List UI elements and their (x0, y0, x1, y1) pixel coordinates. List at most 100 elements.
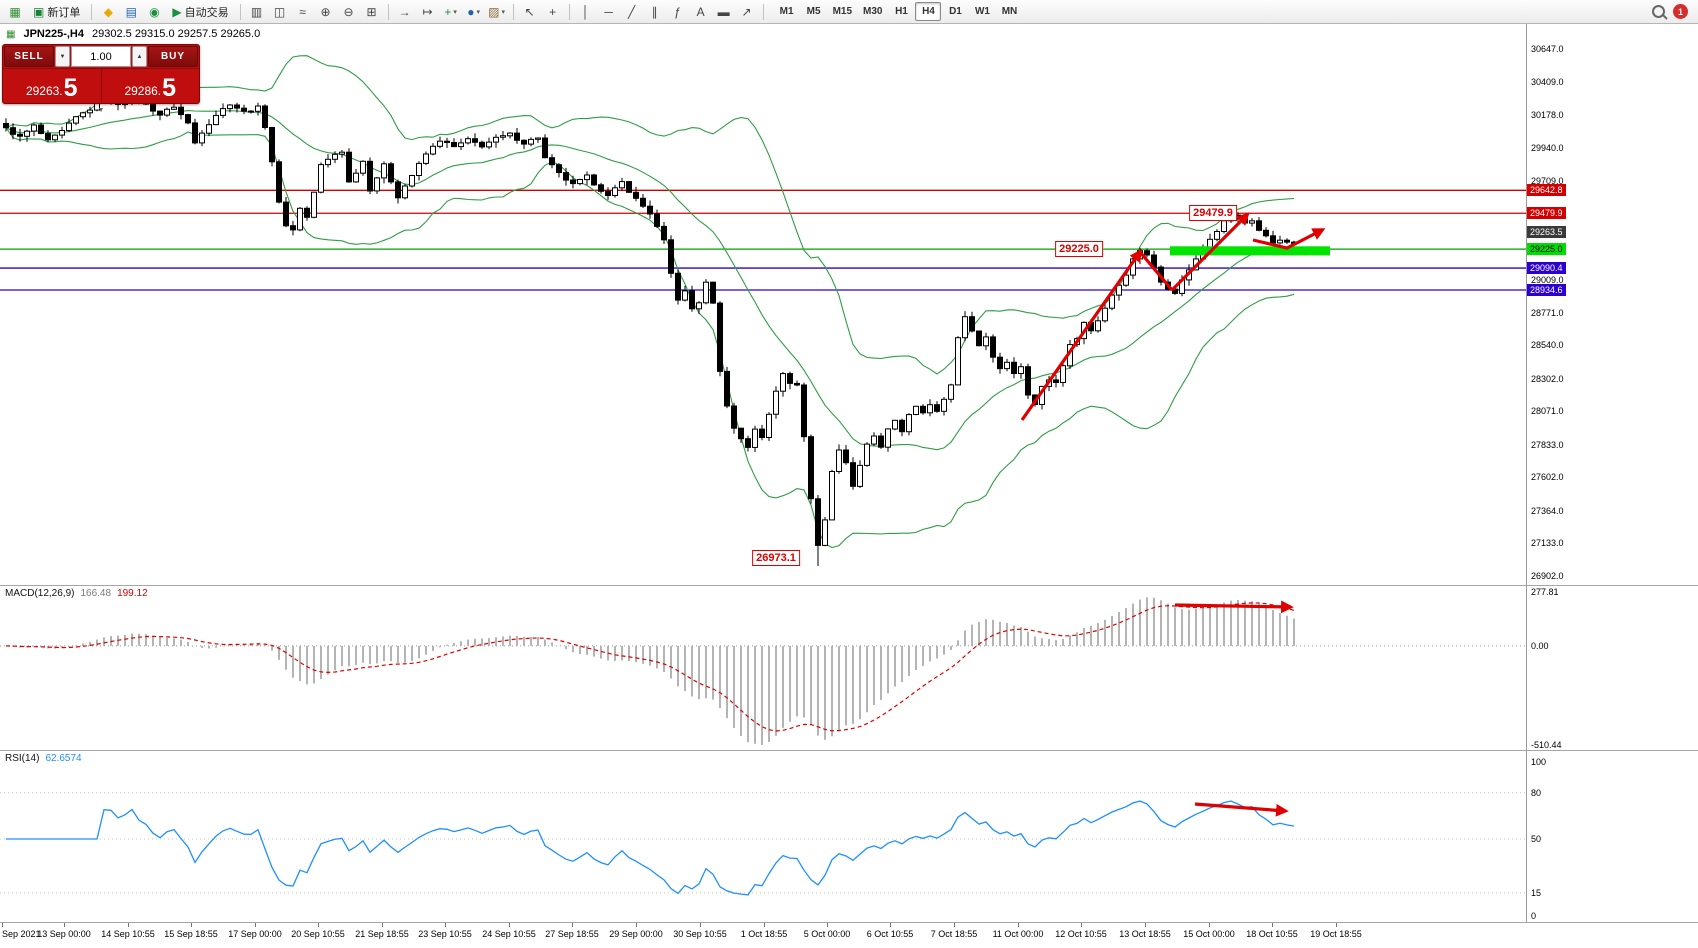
sell-price-main: 29263. (25, 84, 63, 98)
time-axis-tick (509, 923, 510, 927)
tile-windows-icon[interactable]: ⊞ (361, 2, 383, 22)
time-axis-label: 27 Sep 18:55 (545, 929, 599, 939)
arrows-icon[interactable]: ↗ (736, 2, 758, 22)
search-icon[interactable] (1652, 5, 1665, 18)
crosshair-icon[interactable]: + (542, 2, 564, 22)
time-axis-label: 1 Oct 18:55 (740, 929, 788, 939)
panel-collapse-arrow[interactable]: ▼ (97, 107, 105, 114)
bollinger-bands (5, 55, 1295, 549)
candlestick-chart-icon[interactable]: ◫ (269, 2, 291, 22)
candles (3, 76, 1297, 566)
timeframe-m1[interactable]: M1 (779, 6, 794, 17)
volume-decrease-button[interactable]: ▼ (55, 46, 70, 67)
toolbar-right: 1 (1652, 4, 1694, 19)
trend-arrow (1170, 212, 1250, 292)
indicators-menu-glyph: + (444, 4, 452, 19)
rsi-name: RSI(14) (5, 753, 40, 764)
sell-button[interactable]: SELL (4, 46, 54, 67)
templates-menu[interactable]: ▨ ▾ (486, 2, 508, 22)
buy-price-main: 29286. (124, 84, 162, 98)
time-axis-label: 15 Oct 00:00 (1183, 929, 1235, 939)
toolbar-items: ▦ ▣ 新订单 ◆ ▤ ◉ ▶ 自动交易 ▥ ◫ ≈ ⊕ ⊖ ⊞ → ↦ + ▾ ● ▾ ▨ ▾ ↖ + │ ─ ╱ ∥ ƒ A ▬ ↗ (4, 2, 768, 22)
auto-trading-button-label: 自动交易 (184, 6, 229, 19)
vertical-line-icon[interactable]: │ (575, 2, 597, 22)
time-axis-tick (764, 923, 765, 927)
data-window-icon-glyph: ▤ (125, 4, 138, 19)
toolbar-separator (239, 3, 241, 20)
timeframe-h4[interactable]: H4 (915, 2, 942, 21)
auto-trading-button[interactable]: ▶ 自动交易 (166, 2, 234, 22)
time-axis-label: 13 Sep 00:00 (37, 929, 91, 939)
toolbar-separator (568, 3, 570, 20)
text-icon-glyph: A (696, 4, 705, 19)
chart-window-icon[interactable]: ▦ (4, 2, 26, 22)
time-axis[interactable]: Sep 2021 13 Sep 00:00 14 Sep 10:55 15 Sep 1… (0, 922, 1698, 948)
time-axis-label: 13 Oct 18:55 (1119, 929, 1171, 939)
text-label-icon-glyph: ▬ (717, 4, 730, 19)
toolbar-separator (512, 3, 514, 20)
time-axis-label: 17 Sep 00:00 (228, 929, 282, 939)
periods-menu[interactable]: ● ▾ (463, 2, 485, 22)
time-axis-tick (572, 923, 573, 927)
macd-name: MACD(12,26,9) (5, 588, 75, 599)
data-window-icon[interactable]: ▤ (120, 2, 142, 22)
time-axis-label: 18 Oct 10:55 (1246, 929, 1298, 939)
text-icon[interactable]: A (690, 2, 712, 22)
text-label-icon[interactable]: ▬ (713, 2, 735, 22)
buy-price[interactable]: 29286. 5 (102, 69, 200, 103)
sell-price-pips: 5 (63, 74, 78, 102)
timeframe-m30[interactable]: M30 (863, 6, 883, 17)
horizontal-line-icon[interactable]: ─ (598, 2, 620, 22)
sell-price[interactable]: 29263. 5 (3, 69, 101, 103)
auto-scroll-icon[interactable]: → (394, 2, 416, 22)
volume-input[interactable] (71, 46, 131, 67)
timeframe-m5[interactable]: M5 (806, 6, 821, 17)
timeframe-w1[interactable]: W1 (974, 6, 990, 17)
bar-chart-icon[interactable]: ▥ (246, 2, 268, 22)
macd-signal-line (5, 602, 1295, 732)
arrows-icon-glyph: ↗ (741, 4, 752, 19)
volume-increase-button[interactable]: ▲ (132, 46, 147, 67)
chart-shift-icon-glyph: ↦ (422, 4, 433, 19)
buy-price-pips: 5 (162, 74, 177, 102)
line-chart-icon[interactable]: ≈ (292, 2, 314, 22)
zoom-out-icon-glyph: ⊖ (343, 4, 354, 19)
chevron-down-icon: ▾ (476, 8, 480, 16)
crosshair-icon-glyph: + (549, 4, 557, 19)
notification-badge[interactable]: 1 (1673, 4, 1688, 19)
timeframe-m15[interactable]: M15 (832, 6, 853, 17)
timeframe-d1[interactable]: D1 (949, 6, 962, 17)
trend-arrow (1194, 802, 1289, 817)
time-axis-tick (318, 923, 319, 927)
buy-button[interactable]: BUY (148, 46, 198, 67)
zoom-in-icon[interactable]: ⊕ (315, 2, 337, 22)
trend-arrow (1174, 600, 1294, 614)
rsi-label: RSI(14) 62.6574 (5, 753, 82, 764)
new-order-button[interactable]: ▣ 新订单 (27, 2, 86, 22)
navigator-icon[interactable]: ◉ (143, 2, 165, 22)
market-watch-icon[interactable]: ◆ (97, 2, 119, 22)
price-chart-canvas[interactable] (0, 24, 1698, 585)
timeframe-mn[interactable]: MN (1001, 6, 1018, 17)
toolbar-separator (762, 3, 764, 20)
zoom-out-icon[interactable]: ⊖ (338, 2, 360, 22)
channel-icon[interactable]: ∥ (644, 2, 666, 22)
ohlc-values: 29302.5 29315.0 29257.5 29265.0 (92, 28, 261, 40)
cursor-icon[interactable]: ↖ (519, 2, 541, 22)
time-axis-label: 11 Oct 00:00 (992, 929, 1044, 939)
macd-histogram (12, 597, 1295, 745)
time-axis-label: 7 Oct 18:55 (930, 929, 978, 939)
chart-shift-icon[interactable]: ↦ (417, 2, 439, 22)
timeframe-h1[interactable]: H1 (895, 6, 908, 17)
line-chart-icon-glyph: ≈ (299, 4, 306, 19)
fibonacci-icon[interactable]: ƒ (667, 2, 689, 22)
macd-panel-canvas[interactable] (0, 585, 1698, 750)
trendline-icon[interactable]: ╱ (621, 2, 643, 22)
rsi-line (6, 800, 1295, 896)
zoom-in-icon-glyph: ⊕ (320, 4, 331, 19)
rsi-panel-canvas[interactable] (0, 750, 1698, 922)
rsi-value: 62.6574 (45, 753, 82, 764)
auto-trading-button-glyph: ▶ (172, 4, 182, 19)
indicators-menu[interactable]: + ▾ (440, 2, 462, 22)
